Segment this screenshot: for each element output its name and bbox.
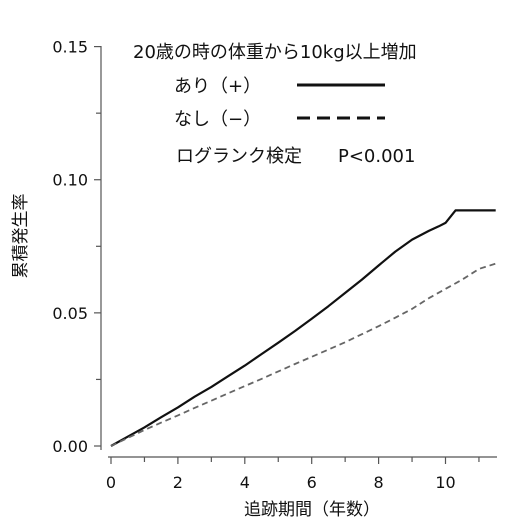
- legend-label-with-gain: あり（+）: [174, 76, 261, 97]
- y-tick-label: 0.15: [52, 38, 88, 57]
- ticks: 0.00 0.05 0.10 0.15 0 2 4 6 8 10: [52, 38, 480, 492]
- y-tick-label: 0.00: [52, 437, 88, 456]
- x-tick-label: 6: [307, 473, 317, 492]
- x-tick-label: 8: [374, 473, 384, 492]
- x-tick-label: 4: [240, 473, 250, 492]
- series-line-with-gain: [110, 209, 496, 447]
- series-layer: [110, 209, 496, 447]
- x-tick-label: 10: [435, 473, 455, 492]
- legend-label-without-gain: なし（−）: [174, 109, 261, 130]
- x-tick-label: 2: [173, 473, 183, 492]
- y-tick-label: 0.05: [52, 304, 88, 323]
- series-line-without-gain: [110, 262, 496, 447]
- x-tick-label: 0: [106, 473, 116, 492]
- legend-title: 20歳の時の体重から10kg以上増加: [133, 42, 417, 63]
- y-tick-label: 0.10: [52, 171, 88, 190]
- x-axis-title: 追跡期間（年数）: [244, 500, 380, 520]
- logrank-test-note: ログランク検定 P<0.001: [176, 146, 415, 167]
- y-axis-title: 累積発生率: [11, 194, 31, 279]
